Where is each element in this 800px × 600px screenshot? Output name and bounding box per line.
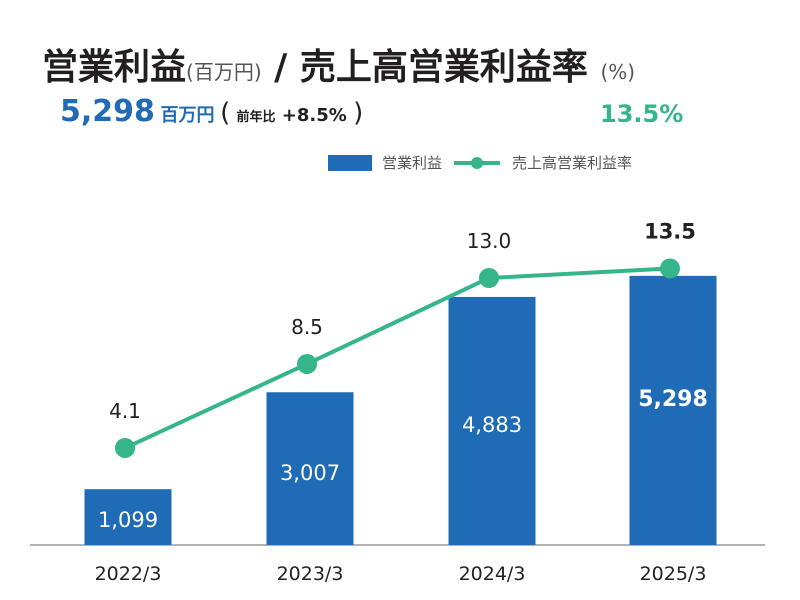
x-tick-label: 2024/3 — [459, 563, 526, 585]
x-tick-label: 2022/3 — [95, 563, 162, 585]
headline-profit-unit: 百万円 — [160, 105, 215, 126]
x-tick-label: 2023/3 — [277, 563, 344, 585]
bar-2022/3 — [84, 489, 172, 545]
bar-value-label: 3,007 — [280, 461, 340, 485]
yoy-value: +8.5% — [281, 105, 347, 126]
margin-point — [479, 268, 499, 288]
chart-title: 営業利益(百万円) / 売上高営業利益率 (%) — [42, 38, 635, 90]
margin-point — [660, 258, 680, 279]
yoy-change: ( 前年比 +8.5% ) — [220, 98, 364, 128]
title-unit-million-yen: (百万円) — [186, 60, 262, 84]
margin-value-label: 4.1 — [109, 399, 141, 423]
x-tick-label: 2025/3 — [640, 563, 707, 585]
title-operating-margin: 売上高営業利益率 — [299, 47, 588, 88]
legend-bar-label: 営業利益 — [382, 154, 443, 172]
bar-2024/3 — [448, 296, 536, 545]
margin-line — [124, 266, 671, 450]
bar-value-label: 4,883 — [462, 413, 522, 437]
margin-value-label: 13.5 — [644, 219, 696, 243]
title-operating-profit: 営業利益 — [42, 47, 187, 88]
legend-bar-swatch — [328, 154, 372, 171]
legend-line-label: 売上高営業利益率 — [512, 154, 633, 172]
title-separator: / — [274, 47, 288, 88]
bar-2023/3 — [266, 392, 354, 545]
margin-value-label: 8.5 — [291, 315, 323, 339]
headline-values: 5,298 百万円 ( 前年比 +8.5% ) — [60, 94, 363, 129]
bar-2025/3 — [629, 275, 717, 545]
margin-point — [297, 353, 317, 374]
legend-line-swatch — [454, 156, 501, 169]
bar-value-label: 5,298 — [638, 387, 708, 412]
bar-value-label: 1,099 — [98, 508, 158, 532]
title-unit-percent: (%) — [600, 60, 636, 84]
headline-margin-value: 13.5% — [600, 100, 684, 128]
yoy-label: 前年比 — [236, 110, 276, 125]
margin-value-label: 13.0 — [467, 229, 512, 253]
headline-profit-value: 5,298 — [60, 94, 155, 129]
legend: 営業利益 売上高営業利益率 — [328, 152, 632, 173]
margin-point — [115, 437, 135, 458]
